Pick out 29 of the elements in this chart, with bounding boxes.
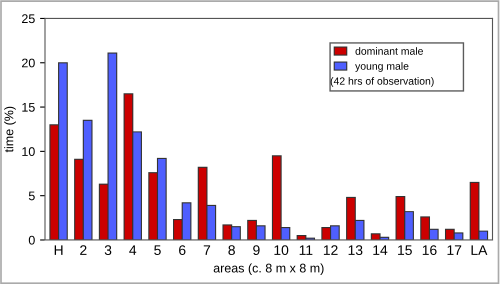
y-tick-label: 15 — [22, 103, 35, 112]
x-tick-label: 15 — [398, 245, 412, 256]
x-tick-label: 11 — [300, 245, 312, 255]
x-tick-label: 13 — [348, 245, 362, 256]
x-tick-label: 14 — [373, 245, 388, 255]
y-tick-label: 25 — [22, 14, 35, 24]
x-tick-label: H — [54, 245, 62, 255]
y-tick-label: 0 — [28, 236, 35, 245]
y-axis-title: time (%) — [4, 106, 16, 152]
x-tick-label: 17 — [448, 245, 462, 255]
x-tick-label: 3 — [104, 245, 112, 256]
x-tick-label: 6 — [179, 245, 186, 256]
x-tick-label: LA — [472, 245, 488, 255]
legend-label: dominant male — [356, 47, 423, 55]
x-tick-label: 8 — [228, 245, 235, 256]
x-tick-label: 4 — [129, 245, 136, 255]
x-tick-label: 10 — [274, 245, 288, 256]
x-axis-title: areas (c. 8 m x 8 m) — [214, 263, 324, 275]
y-tick-label: 5 — [28, 192, 35, 200]
x-tick-label: 16 — [422, 245, 437, 256]
x-tick-label: 2 — [80, 245, 86, 255]
x-tick-label: 9 — [253, 245, 260, 256]
x-tick-label: 5 — [154, 245, 161, 256]
legend-label: young male — [355, 62, 408, 72]
y-tick-label: 20 — [22, 58, 35, 68]
y-tick-label: 10 — [22, 147, 35, 156]
x-tick-label: 12 — [324, 245, 338, 255]
annotation: (42 hrs of observation) — [330, 77, 434, 87]
x-tick-label: 7 — [204, 245, 210, 255]
